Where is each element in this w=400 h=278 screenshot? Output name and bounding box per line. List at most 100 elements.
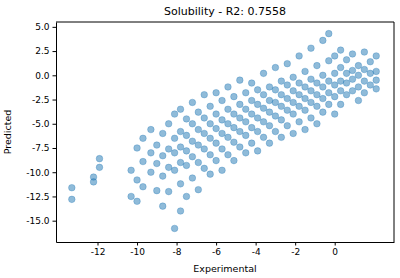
point — [373, 68, 380, 75]
frame — [56, 22, 394, 23]
point — [314, 91, 321, 98]
point — [177, 181, 184, 188]
point — [361, 49, 368, 56]
point — [237, 115, 244, 122]
point — [171, 135, 178, 142]
point — [213, 140, 220, 147]
point — [296, 119, 303, 126]
point — [284, 122, 291, 129]
point — [183, 132, 190, 139]
point — [154, 160, 161, 167]
point — [272, 64, 279, 71]
point — [248, 124, 255, 131]
point — [189, 153, 196, 160]
point — [254, 148, 261, 155]
point — [237, 77, 244, 84]
tick: 2.5 — [35, 46, 56, 56]
point — [201, 91, 208, 98]
tick: -12 — [91, 242, 106, 257]
point — [349, 67, 356, 74]
point — [189, 120, 196, 127]
point — [373, 53, 380, 60]
point — [213, 89, 220, 96]
point — [183, 148, 190, 155]
point — [320, 84, 327, 91]
point — [148, 126, 155, 133]
point — [177, 208, 184, 215]
point — [296, 80, 303, 87]
tick-label: 2.5 — [35, 46, 49, 56]
point — [290, 111, 297, 118]
tick-label: -8 — [173, 247, 182, 257]
point — [320, 72, 327, 79]
axis-line — [57, 242, 395, 243]
point — [266, 97, 273, 104]
tick-label: -6 — [212, 247, 221, 257]
tick: 0 — [332, 242, 338, 257]
point — [69, 184, 76, 191]
point — [325, 30, 332, 37]
point — [367, 70, 374, 77]
point — [266, 122, 273, 129]
point — [134, 177, 141, 184]
x-axis-title: Experimental — [193, 263, 256, 274]
tick-mark — [53, 196, 57, 197]
point — [331, 70, 338, 77]
point — [314, 103, 321, 110]
tick-label: -15.0 — [26, 216, 50, 226]
point — [248, 140, 255, 147]
point — [183, 116, 190, 123]
point — [343, 80, 350, 87]
point — [69, 196, 76, 203]
point — [296, 91, 303, 98]
point — [302, 107, 309, 114]
point — [254, 87, 261, 94]
point — [290, 130, 297, 137]
point — [213, 125, 220, 132]
tick-mark — [335, 242, 336, 246]
point — [171, 225, 178, 232]
point — [343, 57, 350, 64]
point — [183, 162, 190, 169]
point — [302, 68, 309, 75]
tick-label: -10.0 — [26, 168, 50, 178]
point — [219, 146, 226, 153]
point — [140, 158, 147, 165]
point — [207, 120, 214, 127]
point — [219, 167, 226, 174]
points — [69, 30, 380, 231]
point — [266, 140, 273, 147]
point — [128, 193, 135, 200]
point — [165, 120, 172, 127]
point — [134, 145, 141, 152]
tick: -5.0 — [32, 119, 56, 129]
tick: 5.0 — [35, 22, 56, 32]
point — [302, 84, 309, 91]
point — [260, 134, 267, 141]
point — [195, 142, 202, 149]
point — [302, 95, 309, 102]
tick-label: -5.0 — [32, 119, 50, 129]
point — [148, 169, 155, 176]
point — [213, 111, 220, 118]
axis: -12-10-8-6-4-20 — [57, 242, 395, 257]
point — [266, 84, 273, 91]
point — [260, 105, 267, 112]
point — [367, 58, 374, 65]
tick: -12.5 — [26, 192, 56, 202]
point — [140, 135, 147, 142]
y-axis-title: Predicted — [2, 110, 13, 155]
tick-label: -12.5 — [26, 192, 49, 202]
point — [355, 97, 362, 104]
point — [171, 150, 178, 157]
tick-label: -4 — [252, 247, 261, 257]
point — [331, 53, 338, 60]
point — [242, 119, 249, 126]
point — [278, 117, 285, 124]
point — [314, 80, 321, 87]
point — [225, 151, 232, 158]
point — [355, 72, 362, 79]
tick-label: -7.5 — [32, 143, 50, 153]
point — [154, 187, 161, 194]
point — [189, 138, 196, 145]
